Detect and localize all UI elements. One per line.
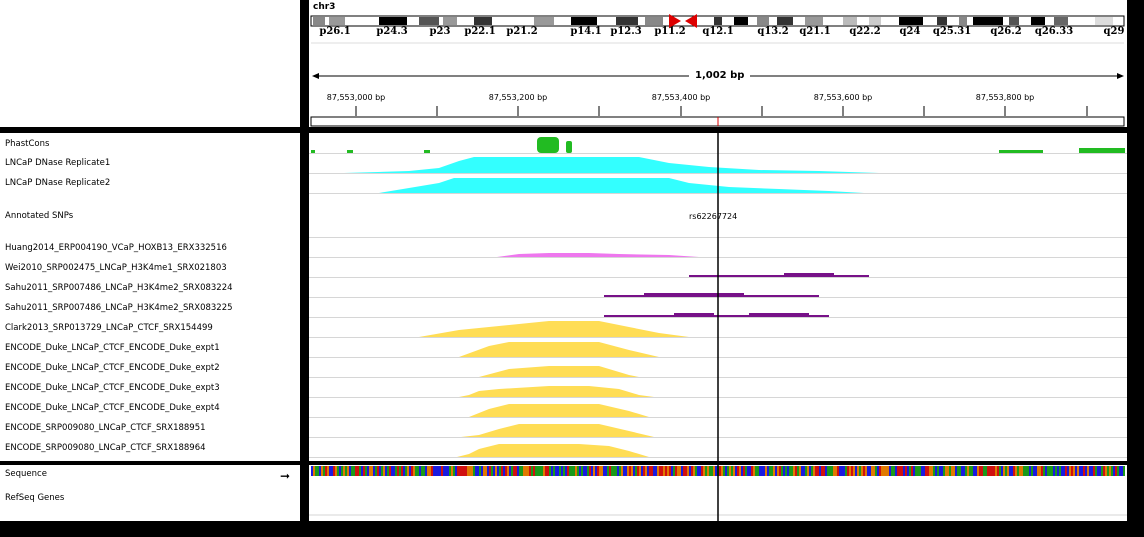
header-name-panel — [0, 0, 300, 127]
track-name[interactable]: Wei2010_SRP002475_LNCaP_H3K4me1_SRX02180… — [5, 263, 227, 273]
h3k4me1-signal — [689, 273, 869, 277]
track-name[interactable]: RefSeq Genes — [5, 493, 65, 503]
ideogram-ruler[interactable] — [309, 0, 1127, 127]
track-name[interactable]: ENCODE_Duke_LNCaP_CTCF_ENCODE_Duke_expt4 — [5, 403, 220, 413]
band-label: q21.1 — [799, 26, 831, 37]
track-name[interactable]: ENCODE_SRP009080_LNCaP_CTCF_SRX188964 — [5, 443, 206, 453]
band-label: q29 — [1103, 26, 1125, 37]
band-label: p21.2 — [506, 26, 538, 37]
track-name[interactable]: Sahu2011_SRP007486_LNCaP_H3K4me2_SRX0832… — [5, 303, 233, 313]
position-label: 87,553,800 bp — [975, 93, 1035, 102]
dnase-rep1-signal — [344, 157, 879, 173]
srp009080-964-signal — [457, 444, 649, 457]
encode-duke-1-signal — [459, 342, 659, 357]
track-name[interactable]: ENCODE_Duke_LNCaP_CTCF_ENCODE_Duke_expt1 — [5, 343, 220, 353]
band-label: q22.2 — [849, 26, 881, 37]
encode-duke-3-signal — [459, 386, 654, 397]
chromosome-ideogram — [310, 14, 1125, 28]
band-label: q26.2 — [990, 26, 1022, 37]
right-arrow-icon[interactable]: ➞ — [280, 469, 291, 483]
track-name[interactable]: Annotated SNPs — [5, 211, 74, 221]
band-label: q13.2 — [757, 26, 789, 37]
track-name[interactable]: ENCODE_Duke_LNCaP_CTCF_ENCODE_Duke_expt3 — [5, 383, 220, 393]
locus-header[interactable]: chr3 — [309, 0, 1127, 127]
sequence-bars — [311, 466, 1125, 476]
track-name[interactable]: ENCODE_SRP009080_LNCaP_CTCF_SRX188951 — [5, 423, 206, 433]
encode-duke-4-signal — [469, 404, 649, 417]
encode-duke-2-signal — [479, 366, 639, 377]
bottom-track-name-panel: Sequence ➞ RefSeq Genes — [0, 465, 300, 521]
srp009080-951-signal — [461, 424, 654, 437]
band-label: p11.2 — [654, 26, 686, 37]
track-name[interactable]: PhastCons — [5, 139, 50, 149]
clark-ctcf-signal — [419, 321, 689, 337]
dnase-rep2-signal — [379, 178, 864, 193]
track-name[interactable]: Sahu2011_SRP007486_LNCaP_H3K4me2_SRX0832… — [5, 283, 233, 293]
track-name[interactable]: Huang2014_ERP004190_VCaP_HOXB13_ERX33251… — [5, 243, 227, 253]
band-label: q24 — [899, 26, 921, 37]
track-name[interactable]: ENCODE_Duke_LNCaP_CTCF_ENCODE_Duke_expt2 — [5, 363, 220, 373]
track-name[interactable]: Sequence — [5, 469, 47, 479]
sequence-track — [309, 465, 1127, 521]
phastcons-signal — [311, 137, 1125, 153]
band-label: q12.1 — [702, 26, 734, 37]
band-label: q26.33 — [1034, 26, 1074, 37]
h3k4me2-225-signal — [604, 313, 829, 317]
track-name[interactable]: LNCaP DNase Replicate2 — [5, 178, 111, 188]
band-label: q25.31 — [932, 26, 972, 37]
hoxb13-signal — [497, 253, 699, 257]
band-label: p24.3 — [376, 26, 408, 37]
band-label: p14.1 — [570, 26, 602, 37]
position-label: 87,553,400 bp — [651, 93, 711, 102]
band-label: p23 — [429, 26, 451, 37]
track-name[interactable]: Clark2013_SRP013729_LNCaP_CTCF_SRX154499 — [5, 323, 213, 333]
position-label: 87,553,600 bp — [813, 93, 873, 102]
position-label: 87,553,000 bp — [326, 93, 386, 102]
track-name[interactable]: LNCaP DNase Replicate1 — [5, 158, 111, 168]
band-label: p26.1 — [319, 26, 351, 37]
band-label: p12.3 — [610, 26, 642, 37]
track-data-panel[interactable]: rs62267724 — [309, 133, 1127, 461]
ruler-ticks — [355, 106, 1088, 116]
snp-label: rs62267724 — [689, 212, 737, 221]
band-label: p22.1 — [464, 26, 496, 37]
position-label: 87,553,200 bp — [488, 93, 548, 102]
track-name-panel: PhastCons LNCaP DNase Replicate1 LNCaP D… — [0, 133, 300, 461]
h3k4me2-224-signal — [604, 293, 819, 297]
bottom-track-data-panel[interactable] — [309, 465, 1127, 521]
track-signals: rs62267724 — [311, 133, 1125, 461]
span-label: 1,002 bp — [689, 70, 751, 81]
chromosome-name: chr3 — [313, 2, 336, 12]
